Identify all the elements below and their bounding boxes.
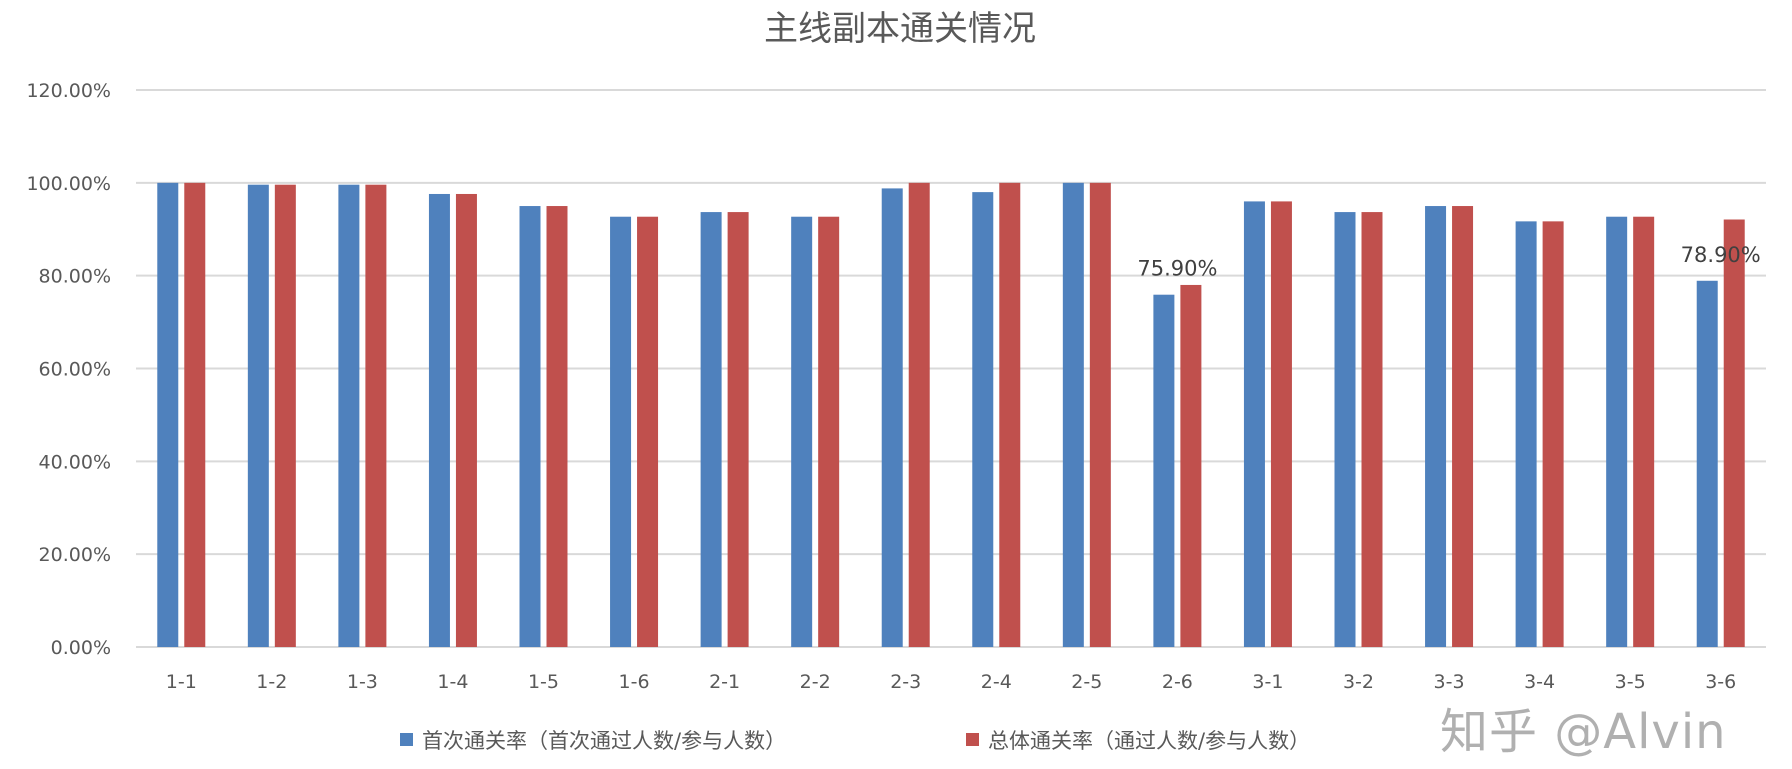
- y-tick-label: 40.00%: [39, 451, 111, 473]
- chart-title: 主线副本通关情况: [764, 9, 1036, 49]
- bar-overall-clear-3-5: [1633, 216, 1655, 647]
- bar-overall-clear-2-3: [908, 182, 930, 648]
- legend-label: 总体通关率（通过人数/参与人数）: [988, 729, 1310, 753]
- bar-overall-clear-3-2: [1361, 212, 1383, 647]
- x-tick-label: 1-1: [166, 671, 197, 693]
- x-tick-label: 3-6: [1705, 671, 1736, 693]
- bar-first-clear-1-6: [610, 216, 632, 647]
- bar-first-clear-3-2: [1334, 212, 1356, 647]
- bar-overall-clear-1-5: [546, 206, 568, 647]
- bar-first-clear-2-2: [791, 216, 813, 647]
- bar-overall-clear-1-2: [274, 184, 296, 647]
- y-tick-label: 20.00%: [39, 544, 111, 566]
- bar-first-clear-3-4: [1515, 221, 1537, 647]
- x-tick-label: 1-3: [347, 671, 378, 693]
- x-tick-label: 3-1: [1252, 671, 1283, 693]
- bar-overall-clear-1-3: [365, 184, 387, 647]
- x-tick-label: 2-4: [981, 671, 1012, 693]
- y-tick-label: 0.00%: [51, 637, 111, 659]
- bar-overall-clear-2-2: [818, 216, 840, 647]
- bar-first-clear-2-5: [1062, 182, 1084, 648]
- bar-overall-clear-3-1: [1270, 201, 1292, 647]
- bar-first-clear-2-1: [700, 212, 722, 647]
- y-tick-label: 120.00%: [26, 80, 111, 102]
- x-tick-label: 3-5: [1615, 671, 1646, 693]
- bar-first-clear-3-3: [1425, 206, 1447, 647]
- bar-overall-clear-2-4: [999, 182, 1021, 648]
- x-tick-label: 1-2: [256, 671, 287, 693]
- bar-overall-clear-1-6: [637, 216, 659, 647]
- x-tick-label: 1-5: [528, 671, 559, 693]
- bar-overall-clear-3-3: [1452, 206, 1474, 647]
- x-tick-label: 3-3: [1434, 671, 1465, 693]
- bar-first-clear-3-6: [1696, 280, 1718, 647]
- watermark: 知乎 @Alvin: [1440, 704, 1727, 760]
- x-tick-label: 1-6: [619, 671, 650, 693]
- bar-first-clear-1-1: [157, 182, 179, 648]
- bar-overall-clear-1-4: [455, 193, 477, 647]
- bar-first-clear-2-6: [1153, 294, 1175, 647]
- x-tick-label: 2-1: [709, 671, 740, 693]
- bar-overall-clear-2-1: [727, 212, 749, 647]
- x-tick-label: 1-4: [437, 671, 468, 693]
- bar-first-clear-3-1: [1243, 201, 1265, 647]
- y-tick-label: 100.00%: [26, 173, 111, 195]
- y-tick-label: 60.00%: [39, 359, 111, 381]
- y-tick-label: 80.00%: [39, 266, 111, 288]
- x-tick-label: 2-5: [1071, 671, 1102, 693]
- x-tick-label: 2-3: [890, 671, 921, 693]
- bar-overall-clear-2-5: [1089, 182, 1111, 648]
- x-tick-label: 3-4: [1524, 671, 1555, 693]
- data-label: 78.90%: [1681, 243, 1761, 267]
- bar-first-clear-1-3: [338, 184, 360, 647]
- bar-overall-clear-2-6: [1180, 284, 1202, 647]
- x-tick-label: 3-2: [1343, 671, 1374, 693]
- bar-first-clear-1-4: [428, 193, 450, 647]
- bar-first-clear-2-3: [881, 188, 903, 648]
- x-tick-label: 2-2: [800, 671, 831, 693]
- bar-first-clear-3-5: [1606, 216, 1628, 647]
- bar-overall-clear-3-4: [1542, 221, 1564, 647]
- legend-label: 首次通关率（首次通过人数/参与人数）: [422, 729, 786, 753]
- bar-first-clear-1-2: [247, 184, 269, 647]
- bar-overall-clear-1-1: [184, 182, 206, 648]
- data-label: 75.90%: [1137, 257, 1217, 281]
- bar-overall-clear-3-6: [1723, 219, 1745, 647]
- legend-swatch: [966, 733, 979, 746]
- x-tick-label: 2-6: [1162, 671, 1193, 693]
- bar-first-clear-2-4: [972, 192, 994, 647]
- legend-swatch: [400, 733, 413, 746]
- bar-first-clear-1-5: [519, 206, 541, 647]
